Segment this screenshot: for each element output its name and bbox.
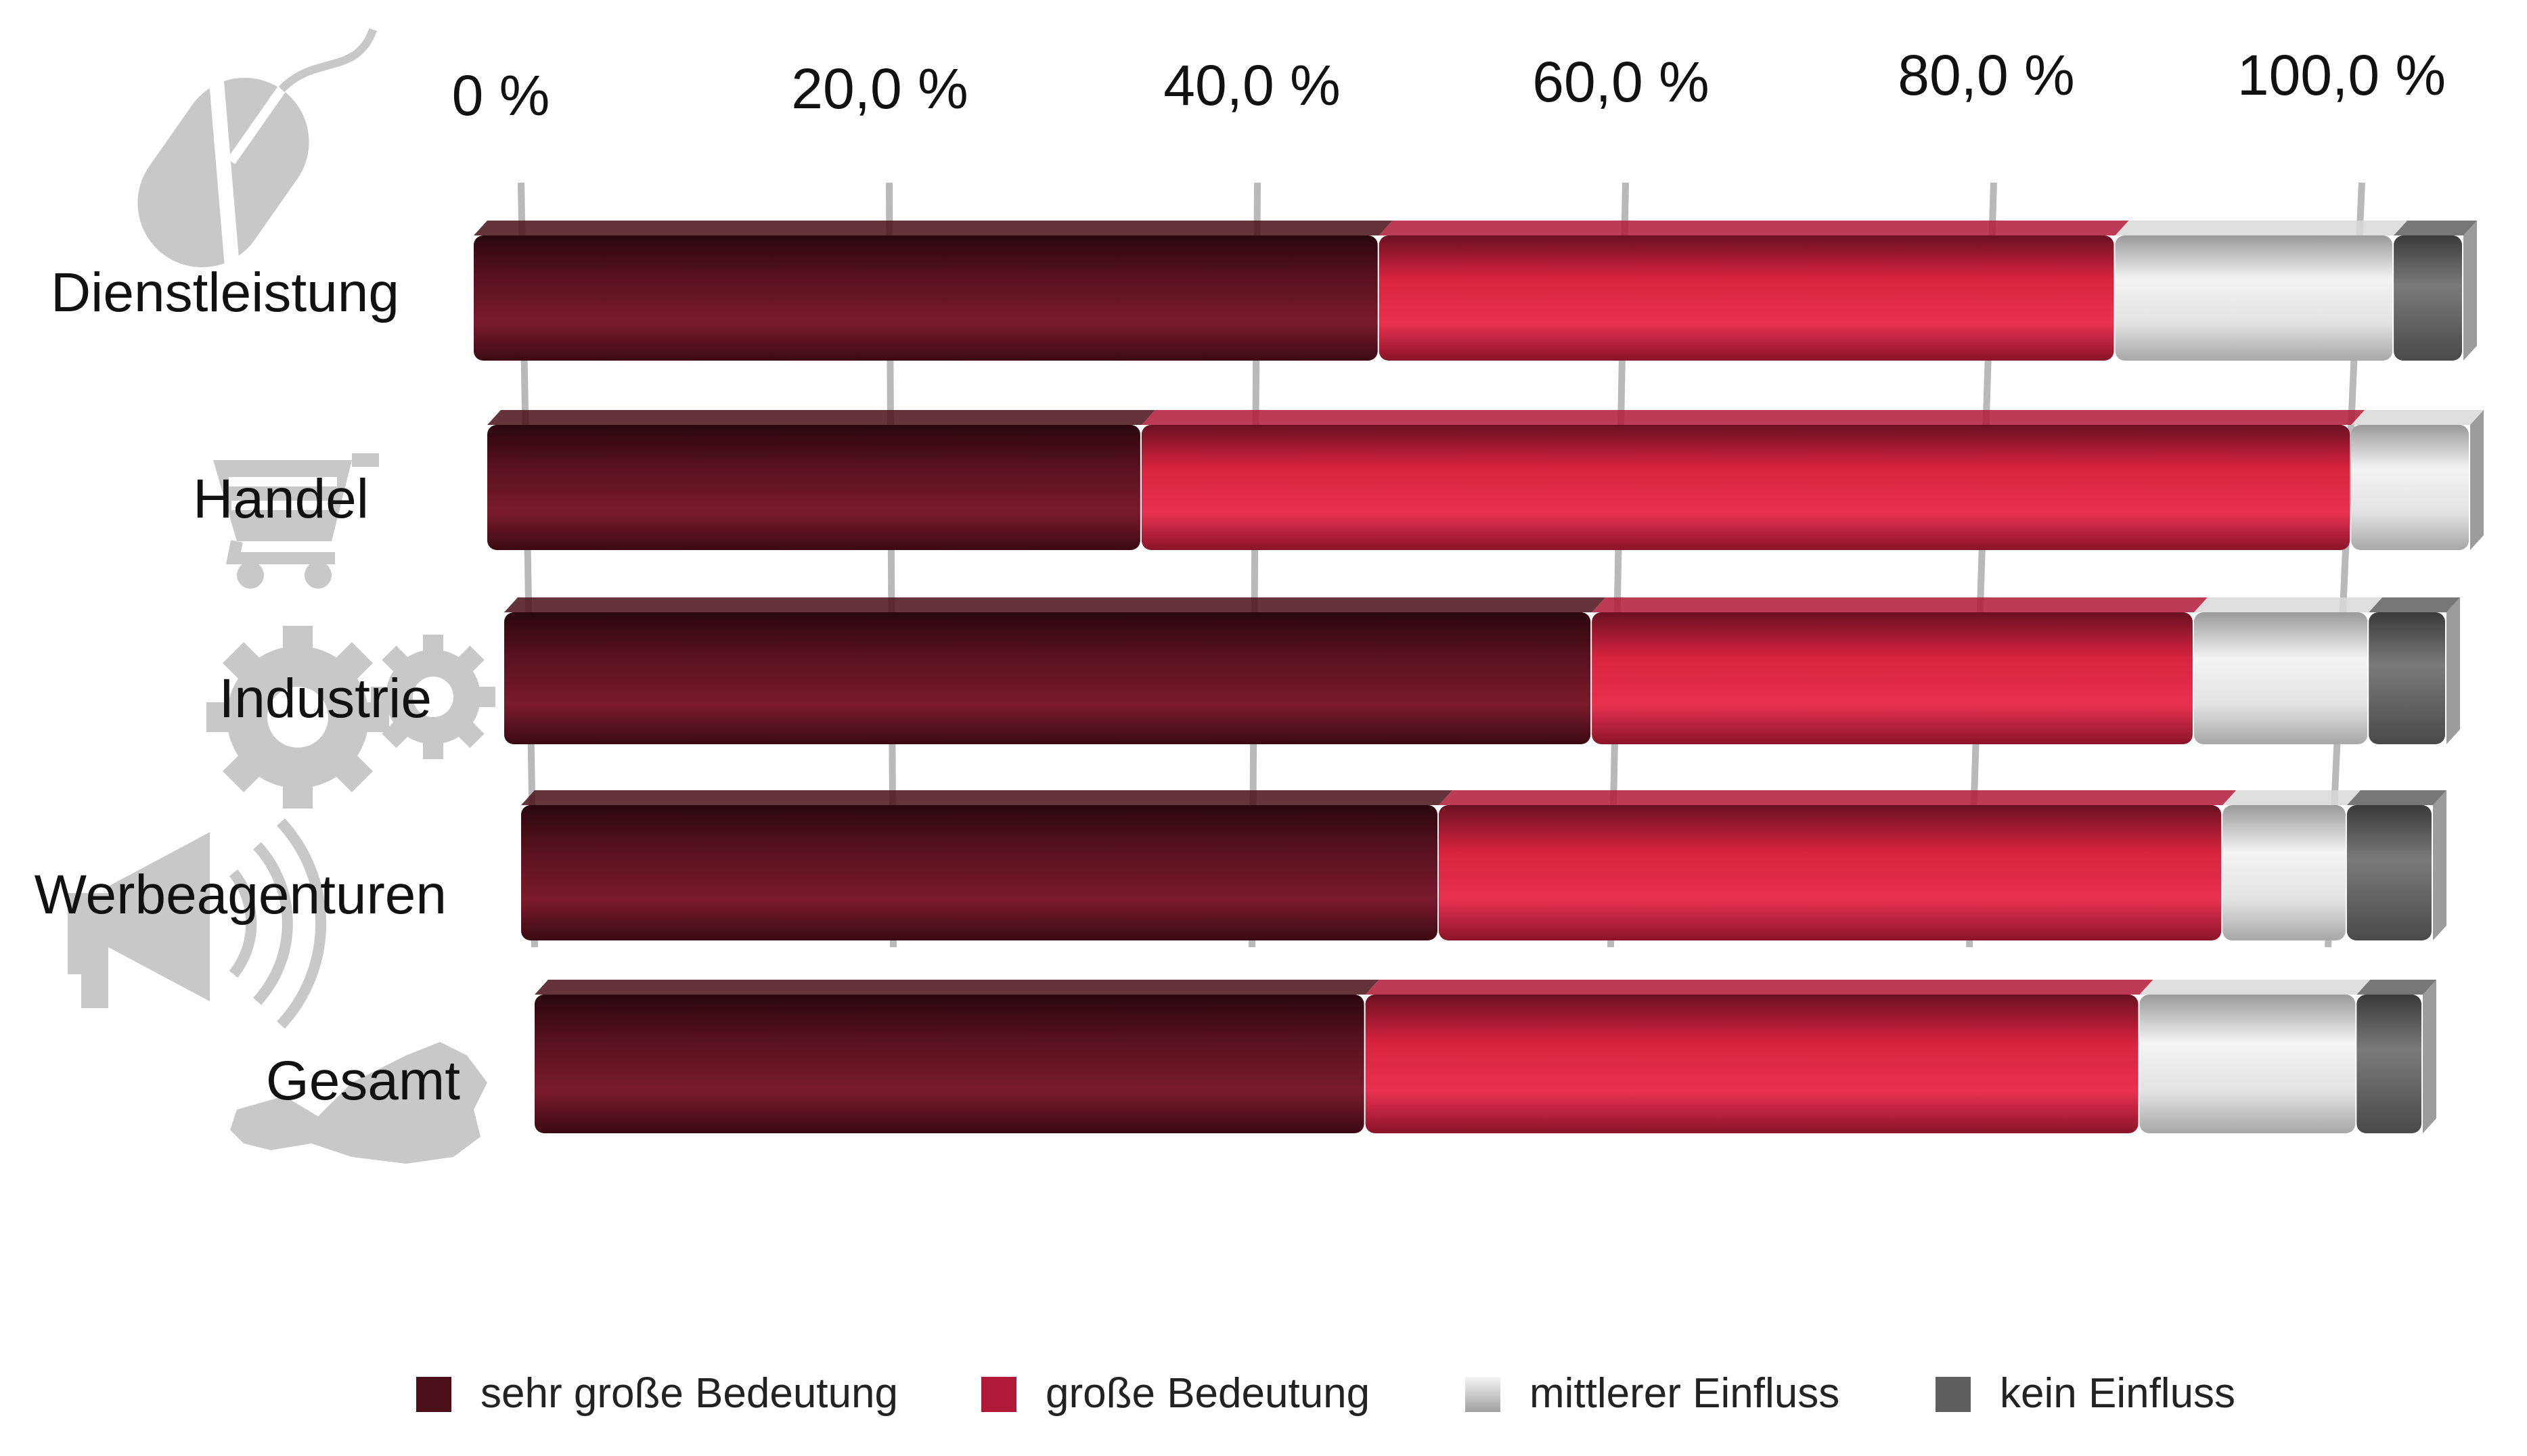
bar-segment-top [487,410,1155,425]
bar-segment [1592,612,2193,744]
legend-item: sehr große Bedeutung [416,1370,898,1417]
bar-segment [521,805,1437,940]
legend-item: mittlerer Einfluss [1465,1370,1839,1417]
legend-label: kein Einfluss [2000,1370,2235,1417]
bar-group [504,597,2460,744]
bar-segment-top [1365,980,2153,995]
bar-segment [2356,995,2421,1133]
bar-end-cap [2423,980,2436,1133]
bar-segment [1365,995,2139,1133]
bar-end-cap [2463,221,2477,361]
bar-segment-top [1439,790,2237,805]
bar-end-cap [2446,597,2460,744]
bar-segment [2346,805,2432,940]
bar-segment [2351,425,2469,550]
category-label: Handel [193,468,369,530]
bar-group [521,790,2446,940]
bar-end-cap [2433,790,2446,940]
legend-swatch [1465,1377,1500,1412]
x-tick-label: 80,0 % [1898,43,2075,107]
legend-label: sehr große Bedeutung [480,1370,898,1417]
legend-label: große Bedeutung [1046,1370,1370,1417]
bar-group [487,410,2484,550]
legend-item: kein Einfluss [1936,1370,2235,1417]
legend-label: mittlerer Einfluss [1529,1370,1839,1417]
legend-swatch [416,1377,451,1412]
x-tick-label: 100,0 % [2237,43,2446,107]
bar-segment-top [2222,790,2361,805]
bar-segment-top [2356,980,2436,995]
bar-segment [1379,235,2114,361]
x-tick-label: 20,0 % [791,57,968,120]
category-label: Dienstleistung [51,262,399,323]
bar-segment-top [2139,980,2371,995]
bar-segment-top [2115,221,2408,235]
bar-segment-top [2394,221,2477,235]
category-label: Werbeagenturen [35,864,447,926]
category-label: Industrie [219,668,432,729]
bar-segment [1141,425,2350,550]
legend-swatch [1936,1377,1971,1412]
gears-icon [206,626,495,809]
x-tick-label: 40,0 % [1163,53,1341,117]
bar-segment-top [474,221,1393,235]
bar-segment [2139,995,2356,1133]
x-tick-label: 60,0 % [1532,50,1709,114]
bar-segment [2369,612,2445,744]
megaphone-icon [68,818,326,1029]
bar-segment [474,235,1378,361]
bar-segment-top [2369,597,2460,612]
bar-segment [535,995,1364,1133]
computer-mouse-icon [137,28,377,288]
bar-segment-top [521,790,1452,805]
bar-segment-top [2346,790,2446,805]
bar-segment [2115,235,2393,361]
bar-segment-top [1379,221,2129,235]
shopping-cart-icon [213,453,379,589]
bar-segment-top [535,980,1379,995]
legend-swatch [981,1377,1016,1412]
bar-group [535,980,2436,1133]
bar-segment [1439,805,2222,940]
bar-segment-top [2351,410,2484,425]
bar-segment [2193,612,2368,744]
bar-end-cap [2470,410,2484,550]
bar-group [474,221,2477,361]
austria-map-icon [230,1042,487,1164]
bar-segment-top [1592,597,2208,612]
bar-segment [504,612,1591,744]
bar-segment [2394,235,2462,361]
bar-segment [2222,805,2346,940]
bar-segment-top [504,597,1606,612]
bar-segment-top [2193,597,2383,612]
legend-item: große Bedeutung [981,1370,1370,1417]
bar-segment [487,425,1140,550]
bar-segment-top [1141,410,2365,425]
category-label: Gesamt [266,1050,460,1112]
x-tick-label: 0 % [452,64,550,127]
